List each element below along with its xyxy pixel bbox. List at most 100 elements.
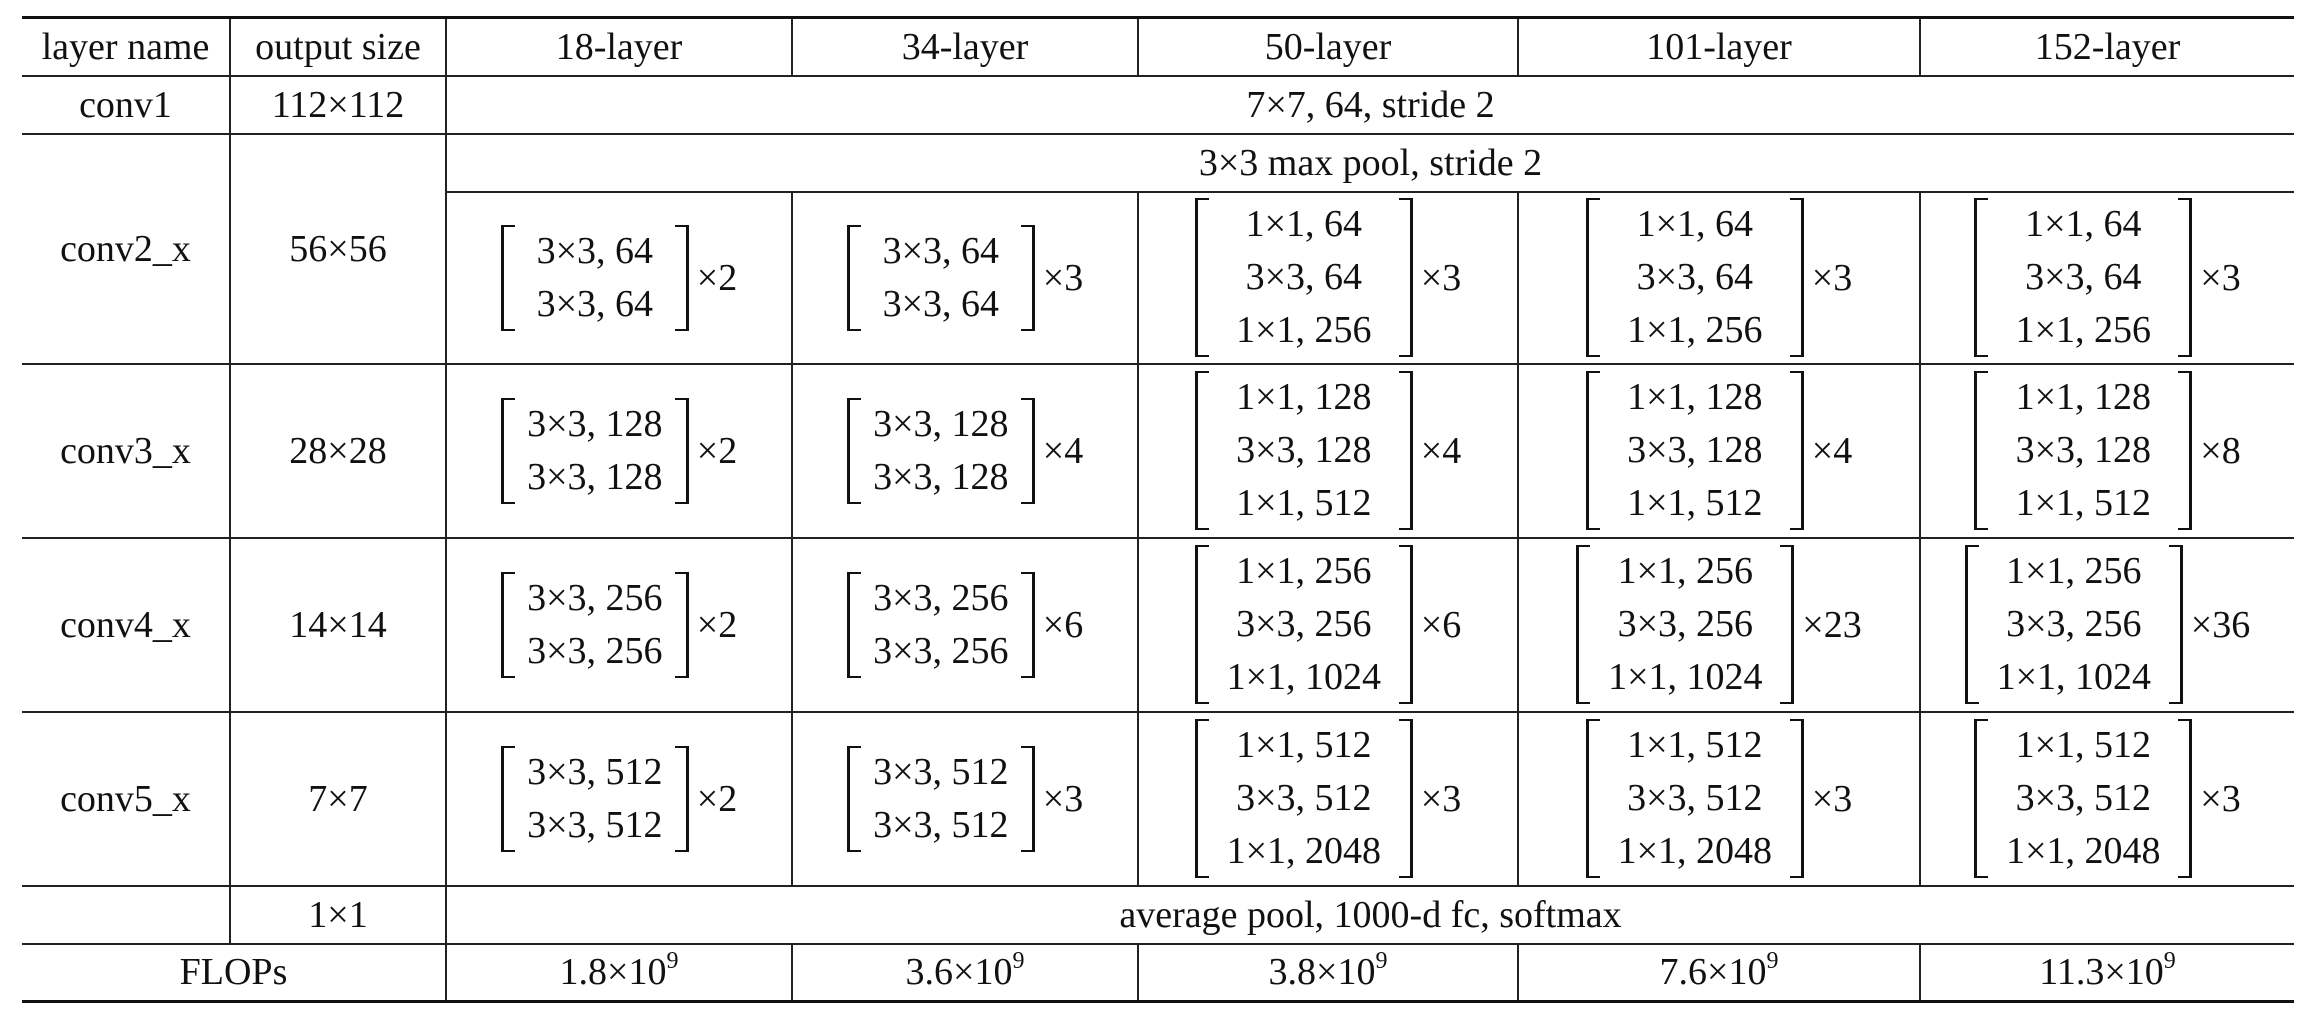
residual-block: 1×1, 512 3×3, 512 1×1, 2048 ×3 [1194,719,1461,878]
block-line: 3×3, 256 [873,629,1009,672]
bracket-cap [1974,355,1989,357]
bracket-cap [1789,719,1804,721]
layer-name-cell: conv2_x [22,132,231,365]
bracket-cap [674,501,689,504]
block-cell: 1×1, 128 3×3, 128 1×1, 512 ×4 [1137,362,1519,539]
layer-name-cell: conv5_x [22,710,231,887]
block-cell: 1×1, 512 3×3, 512 1×1, 2048 ×3 [1517,710,1921,887]
block-line: 3×3, 64 [882,282,999,325]
layer-name-cell: conv4_x [22,536,231,713]
residual-block: 3×3, 128 3×3, 128 ×2 [500,397,738,504]
block-line: 3×3, 256 [1236,603,1372,645]
bracket-cap [674,849,689,852]
bracket-cap [500,675,515,678]
bracket-cap [1020,675,1035,678]
residual-block: 1×1, 256 3×3, 256 1×1, 1024 ×23 [1576,545,1862,704]
bracket-cap [846,571,861,574]
block-line: 3×3, 256 [527,576,663,619]
header-cell: 152-layer [1919,16,2294,77]
residual-block: 3×3, 128 3×3, 128 ×4 [846,397,1083,504]
bracket-cap [846,501,861,504]
block-line: 1×1, 512 [1627,724,1763,766]
bracket-cap [1194,876,1209,878]
bracket-cap [1585,355,1600,357]
block-line: 3×3, 128 [1236,429,1372,471]
bracket-cap [1020,397,1035,400]
residual-block: 1×1, 64 3×3, 64 1×1, 256 ×3 [1974,198,2241,357]
bracket-cap [1585,876,1600,878]
bracket-cap [674,224,689,227]
block-line: 1×1, 256 [1627,309,1763,351]
bracket-cap [1585,719,1600,721]
bracket-group: 3×3, 256 3×3, 256 [846,571,1035,678]
block-multiplier: ×3 [1811,256,1853,299]
block-cell: 1×1, 256 3×3, 256 1×1, 1024 ×23 [1517,536,1921,713]
layer-name-cell [22,884,231,945]
block-line: 3×3, 256 [1617,603,1753,645]
residual-block: 1×1, 128 3×3, 128 1×1, 512 ×4 [1194,371,1461,530]
bracket-cap [1020,501,1035,504]
bracket-cap [846,849,861,852]
block-line: 3×3, 128 [873,402,1009,445]
bracket-cap [1974,528,1989,530]
bracket-cap [1974,876,1989,878]
bracket-cap [2178,355,2193,357]
residual-block: 3×3, 64 3×3, 64 ×3 [846,224,1083,331]
output-size-cell: 28×28 [229,362,447,539]
block-multiplier: ×2 [696,429,738,472]
flops-value-cell: 3.6×109 [791,942,1139,1003]
bracket-cap [1964,702,1979,704]
block-cell: 3×3, 64 3×3, 64 ×3 [791,190,1139,365]
flops-mantissa: 3.6×10 [905,951,1013,994]
bracket-cap [1194,702,1209,704]
output-size-cell: 112×112 [229,74,447,135]
bracket-group: 1×1, 64 3×3, 64 1×1, 256 [1194,198,1413,357]
bracket-cap [1020,571,1035,574]
bracket-cap [1398,545,1413,547]
bracket-cap [674,745,689,748]
conv4-row: conv4_x 14×14 3×3, 256 3×3, 256 ×2 3×3, 256… [22,536,2294,713]
block-line: 3×3, 128 [527,455,663,498]
block-line: 3×3, 512 [527,750,663,793]
residual-block: 1×1, 256 3×3, 256 1×1, 1024 ×36 [1964,545,2250,704]
bracket-cap [1194,545,1209,547]
bracket-cap [846,675,861,678]
block-line: 1×1, 512 [1236,724,1372,766]
residual-block: 3×3, 256 3×3, 256 ×2 [500,571,738,678]
block-cell: 1×1, 64 3×3, 64 1×1, 256 ×3 [1137,190,1519,365]
block-line: 1×1, 1024 [1608,656,1763,698]
block-multiplier: ×3 [2200,256,2241,299]
bracket-cap [674,397,689,400]
conv2-row: 3×3, 64 3×3, 64 ×2 3×3, 64 3×3, 64 ×3 1×1, 64 3… [22,190,2294,365]
header-cell: 34-layer [791,16,1139,77]
bracket-cap [1576,702,1591,704]
bracket-cap [500,849,515,852]
bracket-cap [1398,876,1413,878]
bracket-group: 3×3, 64 3×3, 64 [846,224,1035,331]
block-line: 3×3, 128 [2015,429,2151,471]
bracket-cap [846,397,861,400]
conv1-row: conv1 112×112 7×7, 64, stride 2 [22,74,2294,135]
bracket-group: 1×1, 256 3×3, 256 1×1, 1024 [1576,545,1795,704]
bracket-cap [1194,355,1209,357]
block-cell: 3×3, 128 3×3, 128 ×2 [445,362,793,539]
bracket-cap [2168,702,2183,704]
block-line: 3×3, 256 [2006,603,2142,645]
bracket-group: 1×1, 256 3×3, 256 1×1, 1024 [1964,545,2183,704]
pool-desc-cell: 3×3 max pool, stride 2 [445,132,2294,193]
block-line: 1×1, 256 [1236,550,1372,592]
bracket-cap [1974,371,1989,373]
block-multiplier: ×2 [696,603,738,646]
bracket-group: 3×3, 128 3×3, 128 [500,397,689,504]
header-cell: output size [229,16,447,77]
header-row: layer name output size 18-layer 34-layer… [22,16,2294,77]
block-line: 1×1, 256 [2015,309,2151,351]
conv5-row: conv5_x 7×7 3×3, 512 3×3, 512 ×2 3×3, 512 3×… [22,710,2294,887]
conv1-desc-cell: 7×7, 64, stride 2 [445,74,2294,135]
block-line: 1×1, 2048 [1226,830,1381,872]
block-line: 3×3, 512 [1627,777,1763,819]
residual-block: 3×3, 512 3×3, 512 ×2 [500,745,737,852]
bracket-cap [2178,198,2193,200]
final-row: 1×1 average pool, 1000-d fc, softmax [22,884,2294,945]
block-line: 3×3, 64 [882,229,999,272]
